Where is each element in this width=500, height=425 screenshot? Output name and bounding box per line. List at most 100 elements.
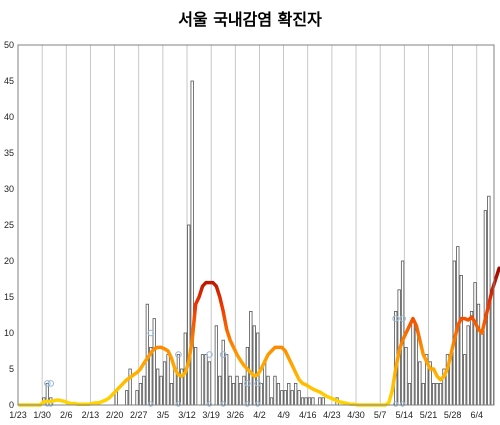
- bar: [294, 382, 298, 406]
- bar: [287, 382, 291, 406]
- bar: [225, 354, 229, 406]
- x-tick-label: 4/2: [253, 410, 266, 420]
- y-tick-label: 20: [4, 256, 14, 266]
- bar: [476, 303, 481, 406]
- bar: [290, 390, 294, 406]
- bar: [414, 325, 419, 406]
- bar: [300, 397, 305, 406]
- x-tick-label: 1/30: [33, 410, 51, 420]
- bar: [259, 382, 263, 406]
- bar: [256, 332, 260, 406]
- data-marker: [244, 380, 251, 387]
- data-marker: [255, 401, 261, 407]
- bar: [262, 361, 267, 406]
- bar: [283, 390, 287, 406]
- bar: [187, 224, 191, 406]
- chart-title: 서울 국내감염 확진자: [178, 10, 322, 29]
- x-tick-label: 3/26: [227, 410, 245, 420]
- x-tick-label: 3/5: [157, 410, 170, 420]
- data-marker: [175, 401, 182, 407]
- bar: [266, 375, 270, 406]
- x-tick-label: 5/28: [444, 410, 462, 420]
- bar: [228, 375, 232, 406]
- data-marker: [392, 315, 399, 322]
- bar: [128, 368, 132, 406]
- bar: [176, 354, 181, 406]
- bar: [473, 282, 477, 406]
- bar: [297, 390, 301, 406]
- bar: [463, 354, 467, 406]
- data-marker: [206, 401, 213, 407]
- x-tick-label: 2/13: [82, 410, 100, 420]
- data-marker: [148, 401, 154, 407]
- bar: [411, 318, 415, 406]
- y-tick-label: 50: [4, 40, 14, 50]
- bar: [156, 368, 160, 406]
- data-marker: [47, 380, 55, 387]
- data-marker: [147, 329, 155, 337]
- data-marker: [399, 315, 406, 322]
- bar: [469, 310, 474, 406]
- x-tick-label: 4/30: [347, 410, 365, 420]
- bar: [418, 361, 422, 406]
- bar: [214, 325, 218, 406]
- bar: [138, 382, 143, 406]
- bar: [276, 382, 281, 406]
- x-tick-label: 3/12: [178, 410, 196, 420]
- bar: [304, 397, 308, 406]
- bar: [159, 375, 163, 406]
- data-marker: [399, 401, 406, 407]
- bar: [466, 325, 470, 406]
- bar: [218, 375, 222, 406]
- bar: [235, 375, 239, 406]
- bar: [238, 382, 243, 406]
- data-marker: [175, 351, 182, 358]
- bar: [242, 375, 246, 406]
- markers-layer: [44, 315, 406, 407]
- bar: [459, 274, 463, 406]
- bar: [400, 260, 405, 406]
- grid-layer: [41, 45, 478, 405]
- bar: [135, 390, 139, 406]
- bar: [207, 361, 212, 406]
- line-layer: [17, 266, 500, 407]
- y-tick-label: 35: [4, 148, 14, 158]
- x-tick-label: 4/16: [299, 410, 317, 420]
- bar: [162, 361, 167, 406]
- data-marker: [392, 401, 399, 407]
- data-marker: [219, 351, 227, 358]
- bars-layer: [42, 80, 494, 406]
- bar: [280, 390, 284, 406]
- y-tick-label: 40: [4, 112, 14, 122]
- bar: [421, 382, 425, 406]
- bar: [249, 310, 253, 406]
- plot-frame: [17, 44, 495, 406]
- x-tick-label: 2/6: [60, 410, 73, 420]
- bar: [173, 368, 177, 406]
- bar: [307, 397, 312, 406]
- bar: [204, 354, 208, 406]
- bar: [193, 346, 198, 406]
- bar: [480, 332, 484, 406]
- x-tick-label: 2/27: [130, 410, 148, 420]
- x-tick-label: 5/7: [374, 410, 387, 420]
- data-marker: [44, 380, 51, 387]
- bar: [273, 375, 277, 406]
- bar: [125, 390, 129, 406]
- x-tick-label: 6/4: [470, 410, 483, 420]
- bar: [169, 382, 174, 406]
- x-tick-label: 5/21: [420, 410, 438, 420]
- x-tick-label: 1/23: [9, 410, 27, 420]
- bar: [200, 354, 205, 406]
- axis-layer: 0 5 10 15 20 25 30 35 40 45 50 1/23 1/30 2/6 2/13 2/20 2…: [4, 40, 495, 420]
- trend-line: [17, 266, 500, 407]
- bar: [166, 354, 170, 406]
- bar: [142, 375, 146, 406]
- data-marker: [244, 401, 251, 407]
- y-tick-label: 30: [4, 184, 14, 194]
- bar: [252, 325, 256, 406]
- data-marker: [220, 401, 226, 407]
- bar: [231, 382, 236, 406]
- bar: [321, 397, 325, 406]
